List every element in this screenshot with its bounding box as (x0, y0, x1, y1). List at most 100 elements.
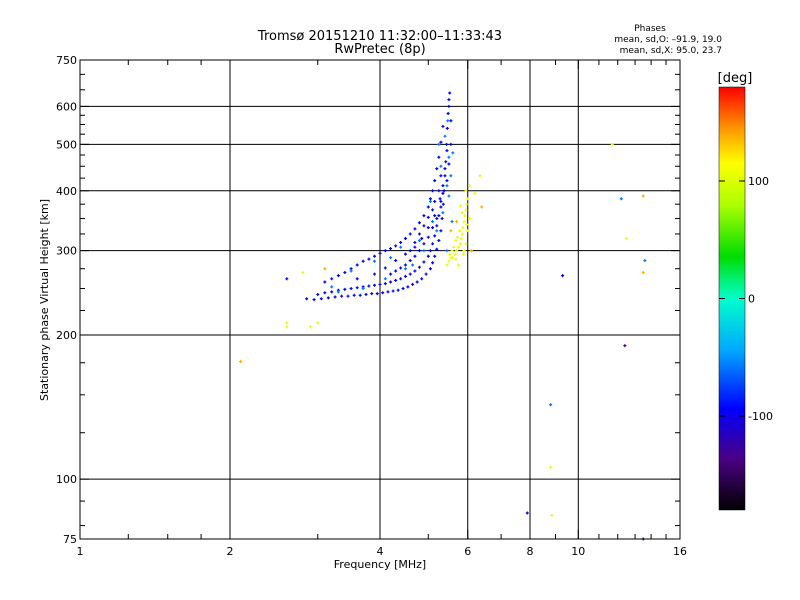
data-point (336, 290, 340, 294)
data-point (316, 321, 320, 325)
data-point (367, 284, 371, 288)
data-point (364, 292, 368, 296)
data-point (449, 174, 453, 178)
data-point (422, 242, 426, 246)
data-point (346, 294, 350, 298)
x-tick-label: 4 (377, 545, 384, 558)
data-point (525, 511, 529, 515)
data-point (424, 272, 428, 276)
data-point (417, 221, 421, 225)
chart-title-line2: RwPretec (8p) (334, 42, 425, 57)
data-point (383, 266, 387, 270)
data-point (408, 249, 412, 253)
data-point (355, 277, 359, 281)
data-point (448, 252, 452, 256)
data-point (449, 229, 453, 233)
data-point (355, 263, 359, 267)
y-axis-label: Stationary phase Virtual Height [km] (38, 199, 51, 401)
data-point (373, 259, 377, 263)
data-point (401, 287, 405, 291)
data-point (446, 119, 450, 123)
data-point (301, 271, 305, 275)
data-point (399, 245, 403, 249)
data-point (403, 263, 407, 267)
x-tick-label: 10 (571, 545, 585, 558)
data-point (466, 229, 470, 233)
data-point (428, 249, 432, 253)
colorbar-ticks: 100 0 -100 (719, 175, 773, 423)
data-point (453, 252, 457, 256)
y-tick-label: 100 (56, 473, 77, 486)
data-point (462, 249, 466, 253)
data-point (330, 285, 334, 289)
colorbar-tick-label: 0 (748, 293, 755, 306)
data-point (458, 242, 462, 246)
data-point (443, 167, 447, 171)
data-point (451, 151, 455, 155)
data-point (413, 227, 417, 231)
data-point (326, 296, 330, 300)
data-point (312, 298, 316, 302)
data-point (343, 271, 347, 275)
data-point (457, 245, 461, 249)
data-point (383, 282, 387, 286)
data-point (473, 191, 477, 195)
data-point (464, 189, 468, 193)
data-point (343, 287, 347, 291)
data-point (465, 223, 469, 227)
data-point (468, 184, 472, 188)
data-point (422, 260, 426, 264)
data-point (549, 403, 553, 407)
data-point (450, 220, 454, 224)
data-point (469, 249, 473, 253)
data-point (394, 269, 398, 273)
y-tick-label: 400 (56, 185, 77, 198)
data-point (285, 277, 289, 281)
data-point (460, 232, 464, 236)
x-tick-label: 16 (673, 545, 687, 558)
data-point (439, 164, 443, 168)
colorbar-tick-label: 100 (748, 175, 769, 188)
data-point (550, 513, 554, 517)
data-point (461, 226, 465, 230)
data-point (355, 286, 359, 290)
y-tick-label: 75 (63, 533, 77, 546)
data-point (466, 197, 470, 201)
data-point (437, 189, 441, 193)
data-point (549, 465, 553, 469)
data-point (445, 249, 449, 253)
data-point (435, 229, 439, 233)
data-point (623, 344, 627, 348)
data-point (367, 257, 371, 261)
data-point (378, 282, 382, 286)
data-point (323, 280, 327, 284)
data-point (386, 290, 390, 294)
y-tick-label: 750 (56, 54, 77, 67)
data-point (458, 229, 462, 233)
data-point (641, 194, 645, 198)
x-tick-label: 6 (464, 545, 471, 558)
data-point (443, 174, 447, 178)
data-point (461, 252, 465, 256)
data-point (399, 240, 403, 244)
data-point (428, 197, 432, 201)
data-point (433, 214, 437, 218)
data-point (285, 321, 289, 325)
data-point (403, 236, 407, 240)
colorbar-label: [deg] (718, 71, 753, 86)
data-point (403, 267, 407, 271)
data-point (408, 232, 412, 236)
data-point (389, 280, 393, 284)
data-point (383, 277, 387, 281)
data-point (468, 217, 472, 221)
data-point (445, 184, 449, 188)
data-point (431, 261, 435, 265)
data-point (437, 142, 441, 146)
data-point (457, 263, 461, 267)
data-point (445, 142, 449, 146)
data-point (444, 160, 448, 164)
data-point (462, 220, 466, 224)
data-point (333, 295, 337, 299)
data-point (445, 179, 449, 183)
data-point (447, 259, 451, 263)
